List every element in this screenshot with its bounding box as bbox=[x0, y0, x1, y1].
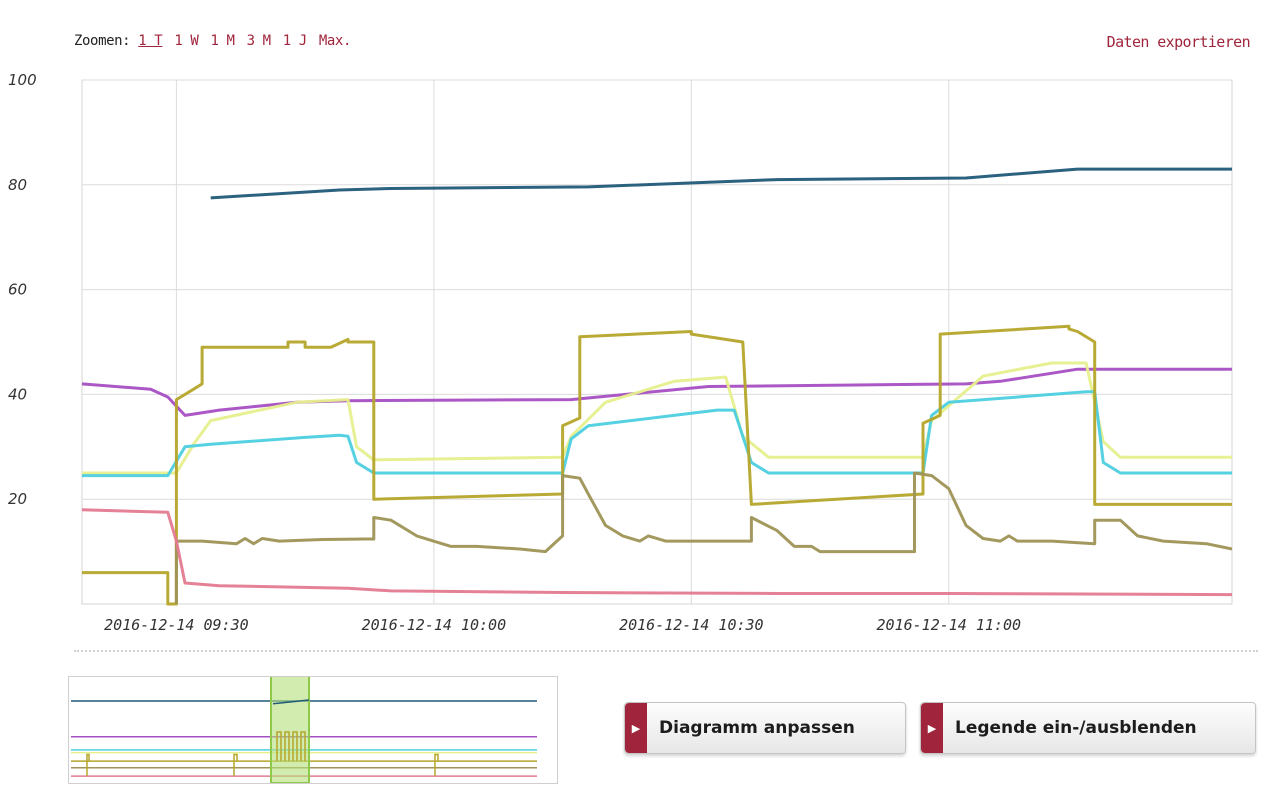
adjust-chart-label: Diagramm anpassen bbox=[659, 718, 855, 738]
y-axis: 20 40 60 80 100 bbox=[8, 71, 37, 508]
series-line-3 bbox=[82, 361, 1232, 475]
y-tick-label: 60 bbox=[8, 281, 27, 299]
series-line-6 bbox=[174, 471, 1233, 604]
line-chart: 20 40 60 80 100 2016-12-14 09:30 2016-12-14 1… bbox=[8, 71, 1233, 634]
navigator-selection-handle[interactable] bbox=[270, 668, 310, 784]
y-tick-label: 100 bbox=[8, 71, 37, 89]
navigator-detail-line bbox=[272, 699, 310, 705]
toggle-legend-label: Legende ein-/ausblenden bbox=[955, 718, 1197, 738]
grid-layer bbox=[82, 79, 1232, 604]
series-line-7 bbox=[81, 508, 1233, 597]
play-arrow-icon: ▶ bbox=[921, 703, 943, 753]
export-data-link[interactable]: Daten exportieren bbox=[1106, 33, 1251, 51]
toggle-legend-button[interactable]: ▶ Legende ein-/ausblenden bbox=[920, 702, 1256, 754]
y-tick-label: 40 bbox=[8, 385, 27, 403]
zoom-label: Zoomen: bbox=[74, 33, 131, 49]
y-tick-label: 80 bbox=[8, 176, 27, 194]
x-axis: 2016-12-14 09:30 2016-12-14 10:00 2016-12-… bbox=[104, 616, 1021, 634]
zoom-option-1-day[interactable]: 1 T bbox=[138, 33, 163, 49]
y-tick-label: 20 bbox=[8, 490, 27, 508]
zoom-option-3-months[interactable]: 3 M bbox=[246, 33, 271, 49]
zoom-option-1-month[interactable]: 1 M bbox=[210, 33, 235, 49]
series-line-1 bbox=[210, 167, 1232, 200]
series-layer bbox=[81, 167, 1233, 606]
series-line-4 bbox=[82, 390, 1232, 478]
x-tick-label: 2016-12-14 09:30 bbox=[104, 616, 249, 634]
navigator-step bbox=[86, 753, 90, 777]
adjust-chart-button[interactable]: ▶ Diagramm anpassen bbox=[624, 702, 906, 754]
navigator-detail-pulse bbox=[276, 731, 282, 762]
zoom-option-1-year[interactable]: 1 J bbox=[282, 33, 307, 49]
navigator-detail-pulse bbox=[300, 731, 306, 762]
x-tick-label: 2016-12-14 11:00 bbox=[877, 616, 1022, 634]
navigator-detail-pulse bbox=[284, 731, 290, 762]
zoom-bar: Zoomen: 1 T 1 W 1 M 3 M 1 J Max. bbox=[74, 33, 355, 49]
x-tick-label: 2016-12-14 10:30 bbox=[619, 616, 764, 634]
navigator-detail-pulse bbox=[292, 731, 298, 762]
zoom-option-1-week[interactable]: 1 W bbox=[174, 33, 199, 49]
navigator-minimap[interactable] bbox=[68, 668, 558, 784]
divider bbox=[74, 650, 1258, 652]
navigator-step bbox=[434, 753, 439, 777]
x-tick-label: 2016-12-14 10:00 bbox=[362, 616, 507, 634]
navigator-selection-detail bbox=[272, 699, 310, 762]
play-arrow-icon: ▶ bbox=[625, 703, 647, 753]
zoom-option-max[interactable]: Max. bbox=[318, 33, 352, 49]
plot-area bbox=[81, 79, 1233, 605]
navigator-step bbox=[233, 753, 238, 777]
